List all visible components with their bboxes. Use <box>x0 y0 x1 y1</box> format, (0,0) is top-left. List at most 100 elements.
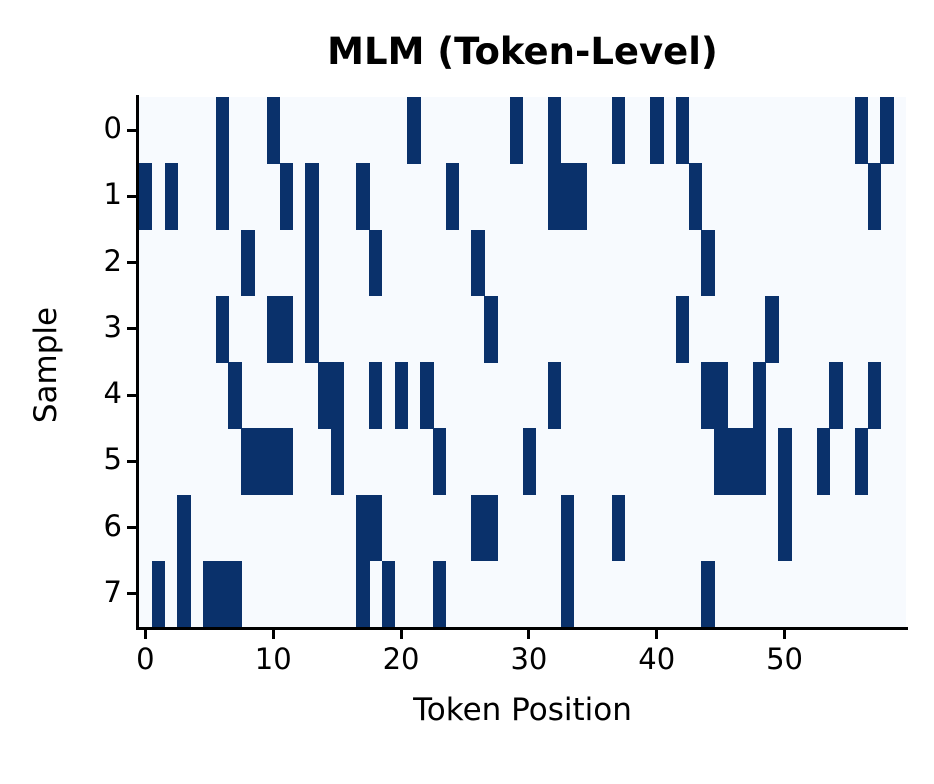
mask-cell <box>266 428 281 496</box>
x-axis-spine <box>136 627 908 630</box>
x-tick-mark <box>143 630 147 639</box>
mask-cell <box>177 560 191 628</box>
mask-cell <box>471 494 485 562</box>
mask-cell <box>381 560 396 628</box>
y-tick-mark <box>127 261 136 265</box>
mask-cell <box>254 428 268 496</box>
plot-area <box>139 97 906 628</box>
x-tick-label: 10 <box>254 642 292 676</box>
y-tick-mark <box>127 327 136 331</box>
mask-cell <box>177 494 191 562</box>
mask-cell <box>356 494 370 562</box>
y-tick-label: 5 <box>103 442 122 477</box>
mask-cell <box>215 163 230 231</box>
mask-cell <box>867 362 882 429</box>
mask-cell <box>650 97 664 164</box>
mask-cell <box>548 362 562 429</box>
mask-cell <box>675 295 690 363</box>
mask-cell <box>548 97 562 164</box>
mask-cell <box>611 494 626 562</box>
y-tick-mark <box>127 194 136 198</box>
mask-cell <box>356 163 370 231</box>
mask-cell <box>151 560 166 628</box>
mask-cell <box>305 295 319 363</box>
mask-cell <box>778 494 792 562</box>
x-tick-label: 20 <box>382 642 420 676</box>
x-tick-mark <box>271 630 275 639</box>
mask-cell <box>854 97 869 164</box>
mask-cell <box>420 362 434 429</box>
mask-cell <box>369 362 383 429</box>
mask-cell <box>701 560 715 628</box>
mask-cell <box>305 229 319 297</box>
mask-cell <box>228 560 242 628</box>
mask-cell <box>317 362 332 429</box>
mask-cell <box>369 229 383 297</box>
mask-cell <box>522 428 536 496</box>
mask-cell <box>228 362 242 429</box>
mask-cell <box>241 229 255 297</box>
x-tick-mark <box>783 630 787 639</box>
mask-cell <box>202 560 217 628</box>
mask-cell <box>765 295 779 363</box>
y-tick-label: 2 <box>103 243 122 278</box>
mask-cell <box>407 97 421 164</box>
y-tick-label: 3 <box>103 309 122 344</box>
x-tick-mark <box>655 630 659 639</box>
mask-cell <box>880 97 894 164</box>
y-tick-mark <box>127 393 136 397</box>
x-tick-mark <box>399 630 403 639</box>
mask-cell <box>701 362 715 429</box>
mask-cell <box>445 163 460 231</box>
mask-cell <box>279 428 293 496</box>
mask-cell <box>854 428 869 496</box>
mask-cell <box>867 163 882 231</box>
mask-cell <box>573 163 587 231</box>
x-axis-label: Token Position <box>413 692 632 728</box>
mask-cell <box>215 97 230 164</box>
y-tick-mark <box>127 459 136 463</box>
y-tick-label: 0 <box>103 111 122 146</box>
y-tick-label: 6 <box>103 508 122 543</box>
mask-cell <box>215 295 230 363</box>
mask-cell <box>829 362 843 429</box>
mask-cell <box>509 97 524 164</box>
mask-cell <box>688 163 703 231</box>
mask-cell <box>484 494 498 562</box>
mask-cell <box>266 97 281 164</box>
y-tick-mark <box>127 526 136 530</box>
y-tick-label: 1 <box>103 177 122 212</box>
mask-cell <box>471 229 485 297</box>
mask-cell <box>560 163 575 231</box>
mask-cell <box>394 362 409 429</box>
chart-title: MLM (Token-Level) <box>327 30 718 73</box>
mask-cell <box>611 97 626 164</box>
mask-cell <box>139 163 153 231</box>
mask-cell <box>701 229 715 297</box>
mask-cell <box>433 428 447 496</box>
x-tick-label: 0 <box>136 642 155 676</box>
x-tick-label: 40 <box>638 642 676 676</box>
x-tick-label: 30 <box>510 642 548 676</box>
mask-cell <box>330 362 345 429</box>
y-tick-mark <box>127 592 136 596</box>
mask-cell <box>739 428 754 496</box>
mask-cell <box>752 428 766 496</box>
mask-cell <box>215 560 230 628</box>
y-tick-mark <box>127 128 136 132</box>
mask-cell <box>484 295 498 363</box>
y-tick-label: 7 <box>103 574 122 609</box>
y-axis-label: Sample <box>28 306 64 424</box>
mask-cell <box>330 428 345 496</box>
mask-cell <box>675 97 690 164</box>
mask-cell <box>356 560 370 628</box>
x-tick-mark <box>527 630 531 639</box>
mask-cell <box>279 295 293 363</box>
mask-cell <box>727 428 741 496</box>
mask-cell <box>241 428 255 496</box>
mask-cell <box>560 494 575 562</box>
mask-cell <box>752 362 766 429</box>
mask-cell <box>778 428 792 496</box>
mask-cell <box>714 362 728 429</box>
